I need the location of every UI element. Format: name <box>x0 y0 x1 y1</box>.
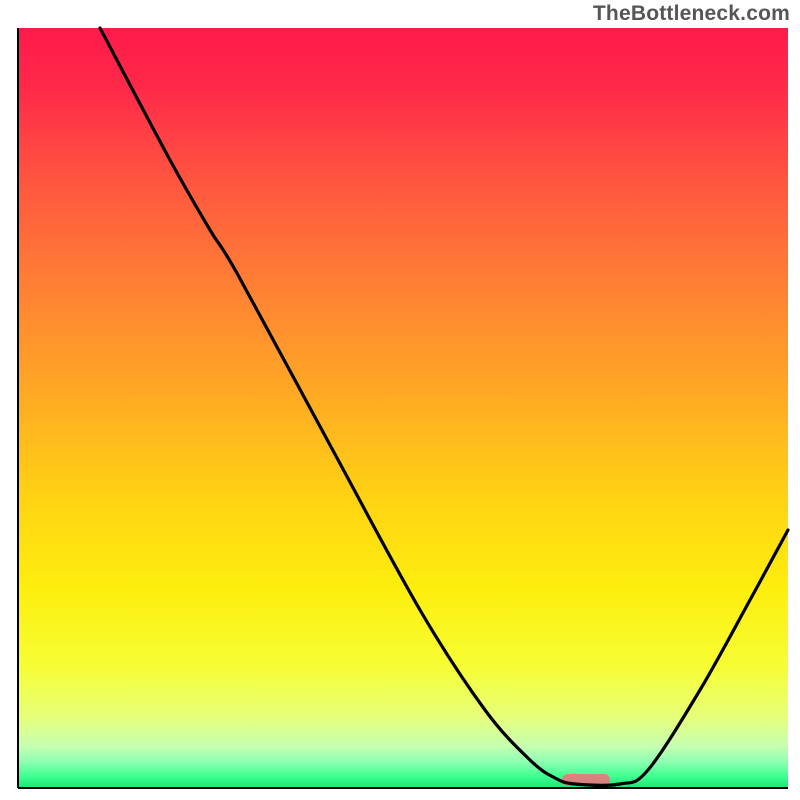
bottleneck-svg <box>0 0 800 800</box>
gradient-background <box>18 28 788 788</box>
bottleneck-chart: { "meta": { "source_label": "TheBottlene… <box>0 0 800 800</box>
source-attribution: TheBottleneck.com <box>593 2 790 26</box>
